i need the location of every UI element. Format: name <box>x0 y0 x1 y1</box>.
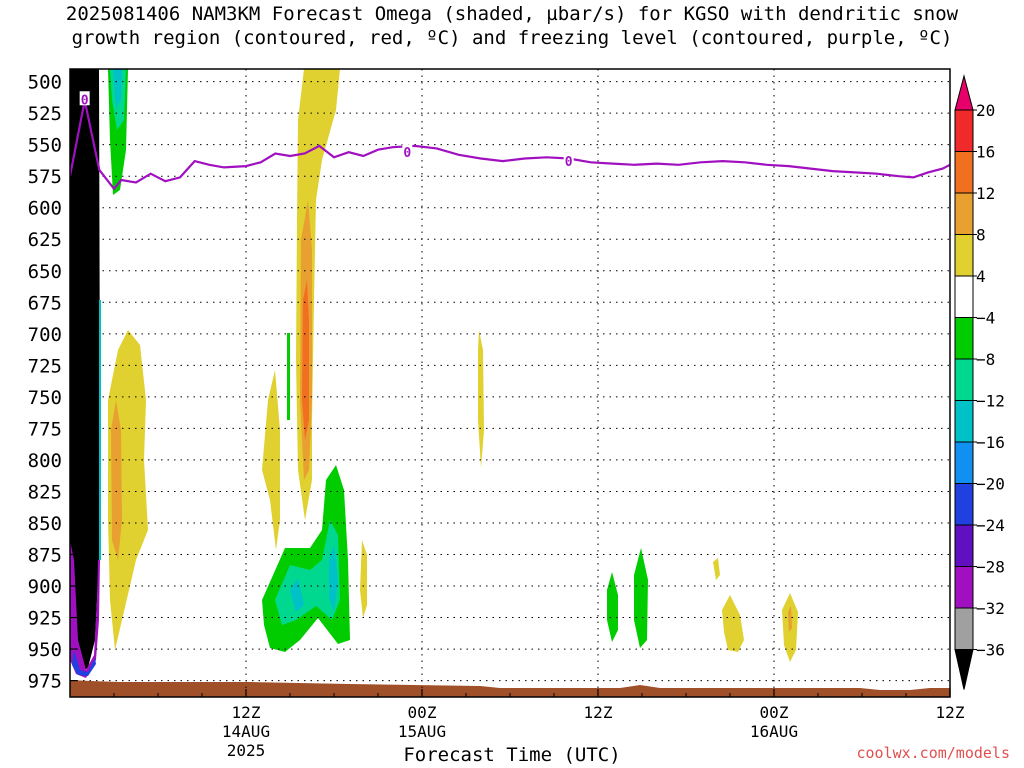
x-axis-label: Forecast Time (UTC) <box>403 744 621 766</box>
x-tick-year-label: 2025 <box>227 741 266 760</box>
plot-frame <box>69 68 951 698</box>
freezing-level-label-bg <box>563 153 574 168</box>
colorbar-swatch <box>954 607 974 650</box>
colorbar-swatch <box>954 441 974 484</box>
credit-text: coolwx.com/models <box>856 744 1010 762</box>
colorbar-swatch <box>954 192 974 235</box>
colorbar-swatch <box>954 400 974 443</box>
colorbar-label: −20 <box>976 475 1005 494</box>
x-tick-label: 12Z <box>936 703 965 722</box>
omega-cell-yellow-mid <box>478 330 484 468</box>
omega-cell-green-late-1 <box>607 572 618 642</box>
colorbar-label: −24 <box>976 516 1005 535</box>
x-tick-label: 12Z <box>584 703 613 722</box>
freezing-level-label-bg <box>79 91 90 106</box>
y-tick-label: 525 <box>28 103 62 125</box>
omega-cell-green-late-2 <box>634 548 648 648</box>
omega-cell-yellow-low <box>360 540 367 618</box>
colorbar-label: 8 <box>976 226 986 245</box>
y-tick-label: 825 <box>28 481 62 503</box>
omega-cell-yellow-late-1 <box>713 558 720 580</box>
title-line-1: 2025081406 NAM3KM Forecast Omega (shaded… <box>65 3 959 25</box>
colorbar-label: −28 <box>976 558 1005 577</box>
y-tick-label: 675 <box>28 292 62 314</box>
terrain-surface <box>70 680 950 697</box>
y-tick-label: 650 <box>28 261 62 283</box>
omega-shading <box>70 69 950 697</box>
x-tick-date-label: 14AUG <box>222 722 270 741</box>
omega-cell-yellow-side <box>262 370 280 550</box>
colorbar-swatch <box>954 151 974 194</box>
omega-cell-top-cyan <box>113 69 122 108</box>
omega-cell-yellow-left <box>108 330 148 650</box>
colorbar: 20 16 12 8 4 −4 −8 −12 −16 −20 −24 −28 −32 −36 <box>954 74 1005 690</box>
omega-ring-blue <box>72 650 96 676</box>
y-tick-label: 800 <box>28 450 62 472</box>
colorbar-label: 16 <box>976 143 995 162</box>
colorbar-label: 20 <box>976 101 995 120</box>
colorbar-swatch <box>954 234 974 277</box>
colorbar-label: 12 <box>976 184 995 203</box>
freezing-level-label: 0 <box>403 146 411 161</box>
colorbar-label: −32 <box>976 599 1005 618</box>
colorbar-label: −4 <box>976 309 995 328</box>
omega-cell-red-tall <box>302 280 309 440</box>
colorbar-swatch <box>954 109 974 152</box>
omega-cell-yellow-late-2 <box>722 595 744 652</box>
colorbar-label: −16 <box>976 433 1005 452</box>
y-tick-label: 500 <box>28 72 62 94</box>
x-tick-label: 00Z <box>760 703 789 722</box>
colorbar-label: 4 <box>976 267 986 286</box>
x-tick-date-label: 16AUG <box>750 722 798 741</box>
omega-ring-cyan <box>99 300 101 560</box>
colorbar-swatch <box>954 566 974 609</box>
y-tick-label: 950 <box>28 639 62 661</box>
y-tick-label: 625 <box>28 229 62 251</box>
freezing-level-label: 0 <box>565 155 573 170</box>
y-tick-label: 925 <box>28 608 62 630</box>
freezing-level-labels: 0 0 0 <box>79 91 574 170</box>
omega-black-column <box>70 69 100 672</box>
omega-cell-cyan-low <box>290 545 338 612</box>
title-line-2: growth region (contoured, red, ºC) and f… <box>71 27 953 49</box>
omega-cell-orange-left <box>111 400 122 560</box>
freezing-level-line <box>70 100 950 191</box>
y-tick-label: 600 <box>28 198 62 220</box>
y-tick-label: 775 <box>28 418 62 440</box>
colorbar-bottom-arrow <box>954 649 974 690</box>
omega-cell-green-sliver <box>287 333 290 420</box>
colorbar-swatch <box>954 524 974 567</box>
freezing-level-label-bg <box>402 144 413 159</box>
y-tick-label: 750 <box>28 387 62 409</box>
colorbar-label: −8 <box>976 350 995 369</box>
y-tick-label: 725 <box>28 355 62 377</box>
y-tick-label: 850 <box>28 513 62 535</box>
colorbar-swatch <box>954 483 974 526</box>
x-tick-label: 12Z <box>232 703 261 722</box>
y-tick-label: 575 <box>28 166 62 188</box>
x-tick-label: 00Z <box>408 703 437 722</box>
y-axis-tick-labels: 500 525 550 575 600 625 650 675 700 725 750 775 800 8… <box>28 72 62 693</box>
omega-cell-orange-late-3 <box>788 606 792 632</box>
freezing-level-label: 0 <box>81 93 89 108</box>
colorbar-top-arrow <box>954 74 974 111</box>
colorbar-label: −36 <box>976 641 1005 660</box>
colorbar-swatch <box>954 358 974 401</box>
y-tick-label: 875 <box>28 545 62 567</box>
omega-cell-teal-low <box>275 520 340 625</box>
colorbar-swatch <box>954 317 974 360</box>
y-tick-label: 700 <box>28 324 62 346</box>
omega-ring-magenta <box>70 540 100 678</box>
colorbar-label: −12 <box>976 392 1005 411</box>
y-tick-label: 975 <box>28 671 62 693</box>
y-tick-label: 900 <box>28 576 62 598</box>
y-tick-label: 550 <box>28 135 62 157</box>
x-tick-date-label: 15AUG <box>398 722 446 741</box>
chart-title: 2025081406 NAM3KM Forecast Omega (shaded… <box>0 2 1024 50</box>
colorbar-swatch <box>954 275 974 318</box>
